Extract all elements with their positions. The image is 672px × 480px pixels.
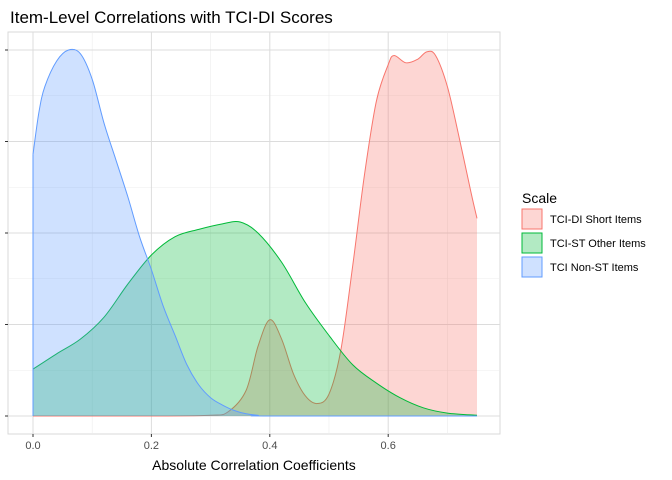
x-axis-ticks: 0.0 0.2 0.4 0.6	[25, 434, 396, 452]
density-outline-tci-di-short-items	[32, 50, 478, 417]
x-tick-label: 0.4	[262, 440, 277, 452]
legend-key-tci-di-short-items	[521, 208, 543, 230]
density-area-tci-di-short-items	[33, 51, 477, 417]
legend: TCI-DI Short Items TCI-ST Other Items TCI …	[521, 208, 646, 278]
density-areas	[32, 48, 478, 417]
legend-label-tci-non-st-items: TCI Non-ST Items	[550, 262, 639, 274]
density-area-tci-non-st-items	[33, 49, 477, 417]
chart-title: Item-Level Correlations with TCI-DI Scor…	[10, 8, 333, 27]
legend-title: Scale	[522, 190, 557, 206]
density-area-tci-st-other-items	[33, 221, 477, 416]
legend-label-tci-st-other-items: TCI-ST Other Items	[550, 238, 646, 250]
density-outline-tci-non-st-items	[32, 48, 478, 417]
x-tick-label: 0.2	[144, 440, 159, 452]
x-tick-label: 0.0	[25, 440, 40, 452]
legend-label-tci-di-short-items: TCI-DI Short Items	[550, 214, 642, 226]
legend-key-tci-st-other-items	[521, 232, 543, 254]
x-axis-title: Absolute Correlation Coefficients	[152, 457, 356, 473]
x-tick-label: 0.6	[381, 440, 396, 452]
legend-key-tci-non-st-items	[521, 256, 543, 278]
density-outline-tci-st-other-items	[32, 220, 478, 416]
